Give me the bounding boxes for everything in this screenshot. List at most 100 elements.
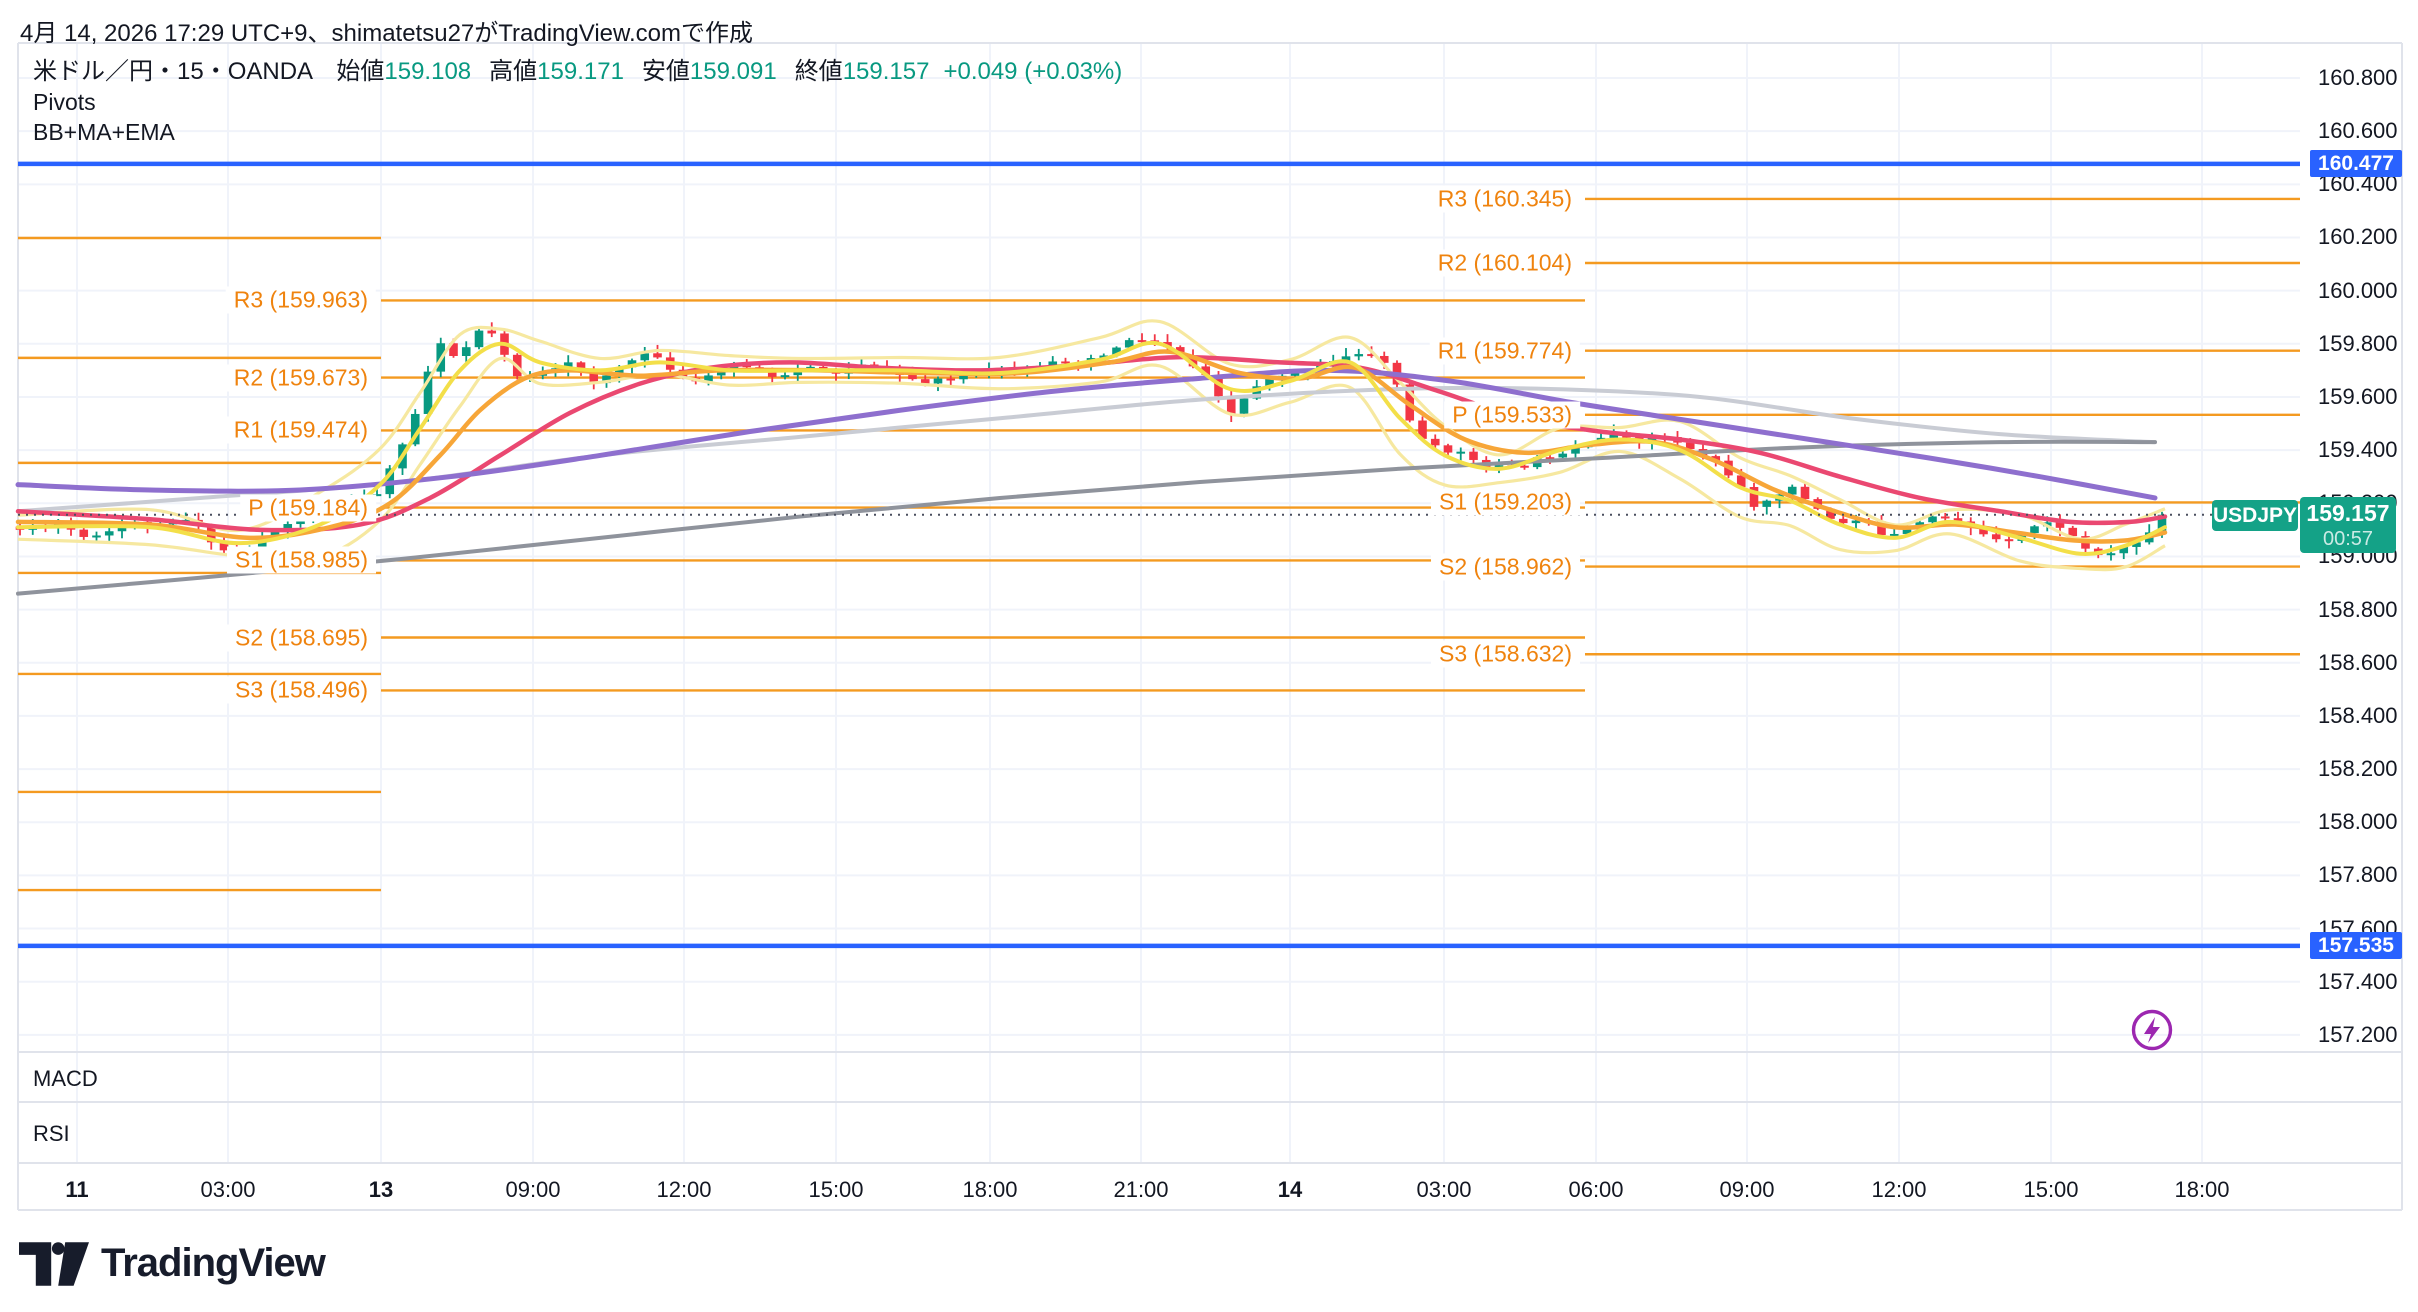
candle-body xyxy=(461,347,471,356)
candle-body xyxy=(2119,546,2129,554)
ohlc-value: 159.108 xyxy=(384,58,472,85)
candle-body xyxy=(704,375,713,382)
candle-body xyxy=(2004,539,2014,542)
candle-body xyxy=(742,365,752,368)
lightning-icon[interactable] xyxy=(2131,1009,2173,1051)
tradingview-logo-text: TradingView xyxy=(101,1241,326,1285)
candle-body xyxy=(1979,527,1988,535)
candle-body xyxy=(1099,355,1109,359)
pivot-level-label-s3: S3 (158.632) xyxy=(1431,640,1580,668)
candle-body xyxy=(1201,366,1211,375)
candle-body xyxy=(1685,442,1695,450)
candle-body xyxy=(2132,542,2141,547)
candle-body xyxy=(372,494,382,497)
candle-body xyxy=(1571,447,1580,454)
candle-body xyxy=(1940,516,1950,519)
candle-body xyxy=(283,524,293,532)
price-axis-label: 159.800 xyxy=(2318,330,2398,356)
pivot-level-label-s2: S2 (158.695) xyxy=(227,624,376,651)
time-axis-label: 11 xyxy=(65,1177,89,1202)
candle-body xyxy=(1800,486,1810,500)
candle-body xyxy=(1762,500,1772,507)
pivot-level-label-s1: S1 (159.203) xyxy=(1431,488,1580,516)
lightning-bolt xyxy=(2144,1017,2160,1043)
candle-body xyxy=(1048,361,1058,366)
price-axis-label: 159.400 xyxy=(2318,437,2398,463)
pivot-level-label-r1: R1 (159.474) xyxy=(225,416,376,444)
price-change-value: +0.049 (+0.03%) xyxy=(943,58,1123,85)
pivot-level-label-r2: R2 (159.673) xyxy=(225,364,376,392)
candle-body xyxy=(1061,361,1070,364)
time-axis-label: 15:00 xyxy=(808,1177,864,1202)
candle-body xyxy=(1418,420,1427,439)
candle-body xyxy=(1112,347,1121,356)
bb-upper-band xyxy=(17,319,2166,541)
price-axis-label: 160.000 xyxy=(2318,277,2398,303)
ema-orange-line xyxy=(15,349,2168,544)
price-axis[interactable] xyxy=(2308,43,2402,1210)
candle-body xyxy=(908,374,917,380)
time-axis-label: 09:00 xyxy=(1719,1177,1775,1202)
price-axis-label: 158.800 xyxy=(2318,596,2398,622)
price-axis-label: 160.200 xyxy=(2318,224,2398,250)
tradingview-logo-icon xyxy=(19,1241,89,1286)
ohlc-label: 終値 xyxy=(794,58,843,85)
price-axis-label: 157.200 xyxy=(2318,1021,2398,1047)
pivot-level-label-s2: S2 (158.962) xyxy=(1431,553,1580,581)
candle-body xyxy=(1456,451,1466,454)
sma-dark-gray-line xyxy=(16,439,2157,596)
bar-countdown-timer: 00:57 xyxy=(2322,528,2374,550)
candle-body xyxy=(2157,514,2167,533)
horizontal-line-price-label-top: 160.477 xyxy=(2310,150,2402,178)
symbol-price-tag[interactable]: USDJPY xyxy=(2212,500,2298,531)
candle-body xyxy=(602,375,611,384)
bbmaema-indicator-title[interactable]: BB+MA+EMA xyxy=(33,119,175,145)
candle-body xyxy=(1265,378,1274,387)
tradingview-logo[interactable]: TradingView xyxy=(19,1241,326,1286)
candle-body xyxy=(2068,527,2078,537)
candle-body xyxy=(1889,533,1899,536)
legend-pivots-indicator[interactable]: Pivots xyxy=(33,87,1122,117)
candle-body xyxy=(1379,355,1389,363)
time-axis-label: 03:00 xyxy=(200,1177,256,1202)
candle-body xyxy=(2106,553,2116,556)
ohlc-value: 159.157 xyxy=(842,58,930,85)
time-axis-label: 06:00 xyxy=(1568,1177,1624,1202)
legend-symbol-row[interactable]: 米ドル／円・15・OANDA 始値159.108 高値159.171 安値159.0… xyxy=(33,57,1122,87)
current-price-box[interactable]: 159.157 00:57 xyxy=(2300,497,2396,553)
time-axis-label: 12:00 xyxy=(1871,1177,1927,1202)
candle-body xyxy=(1545,457,1555,460)
pivot-level-label-p: P (159.184) xyxy=(240,494,376,522)
rsi-pane-title[interactable]: RSI xyxy=(33,1121,70,1146)
price-axis-label: 158.600 xyxy=(2318,649,2398,675)
symbol-title[interactable]: 米ドル／円・15・OANDA xyxy=(33,58,312,85)
candle-body xyxy=(933,378,943,384)
candle-body xyxy=(1494,465,1504,468)
time-axis-label: 13 xyxy=(368,1177,394,1202)
moving-average-lines xyxy=(15,340,2168,596)
candle-body xyxy=(1877,521,1886,535)
candle-body xyxy=(614,367,624,376)
candle-body xyxy=(1711,456,1721,461)
candle-body xyxy=(1430,438,1440,446)
macd-pane-title[interactable]: MACD xyxy=(33,1066,98,1091)
legend-bbmaema-indicator[interactable]: BB+MA+EMA xyxy=(33,117,1122,147)
pivots-indicator-title[interactable]: Pivots xyxy=(33,89,96,115)
ohlc-label: 安値 xyxy=(641,58,690,85)
time-axis-label: 18:00 xyxy=(2174,1177,2230,1202)
candle-body xyxy=(79,529,89,537)
candle-body xyxy=(1443,445,1453,453)
candle-body xyxy=(780,375,790,378)
candle-body xyxy=(1188,355,1198,367)
ema-yellow-fast-line xyxy=(16,340,2167,557)
ohlc-value: 159.171 xyxy=(537,58,624,85)
bollinger-bands xyxy=(17,319,2166,572)
candle-body xyxy=(589,371,599,384)
pivot-level-label-r3: R3 (160.345) xyxy=(1429,185,1580,213)
candle-body xyxy=(1838,518,1848,524)
horizontal-line-price-label-bottom: 157.535 xyxy=(2310,932,2402,960)
price-axis-label: 157.800 xyxy=(2318,862,2398,888)
candle-body xyxy=(92,535,101,538)
candle-body xyxy=(1902,529,1912,534)
